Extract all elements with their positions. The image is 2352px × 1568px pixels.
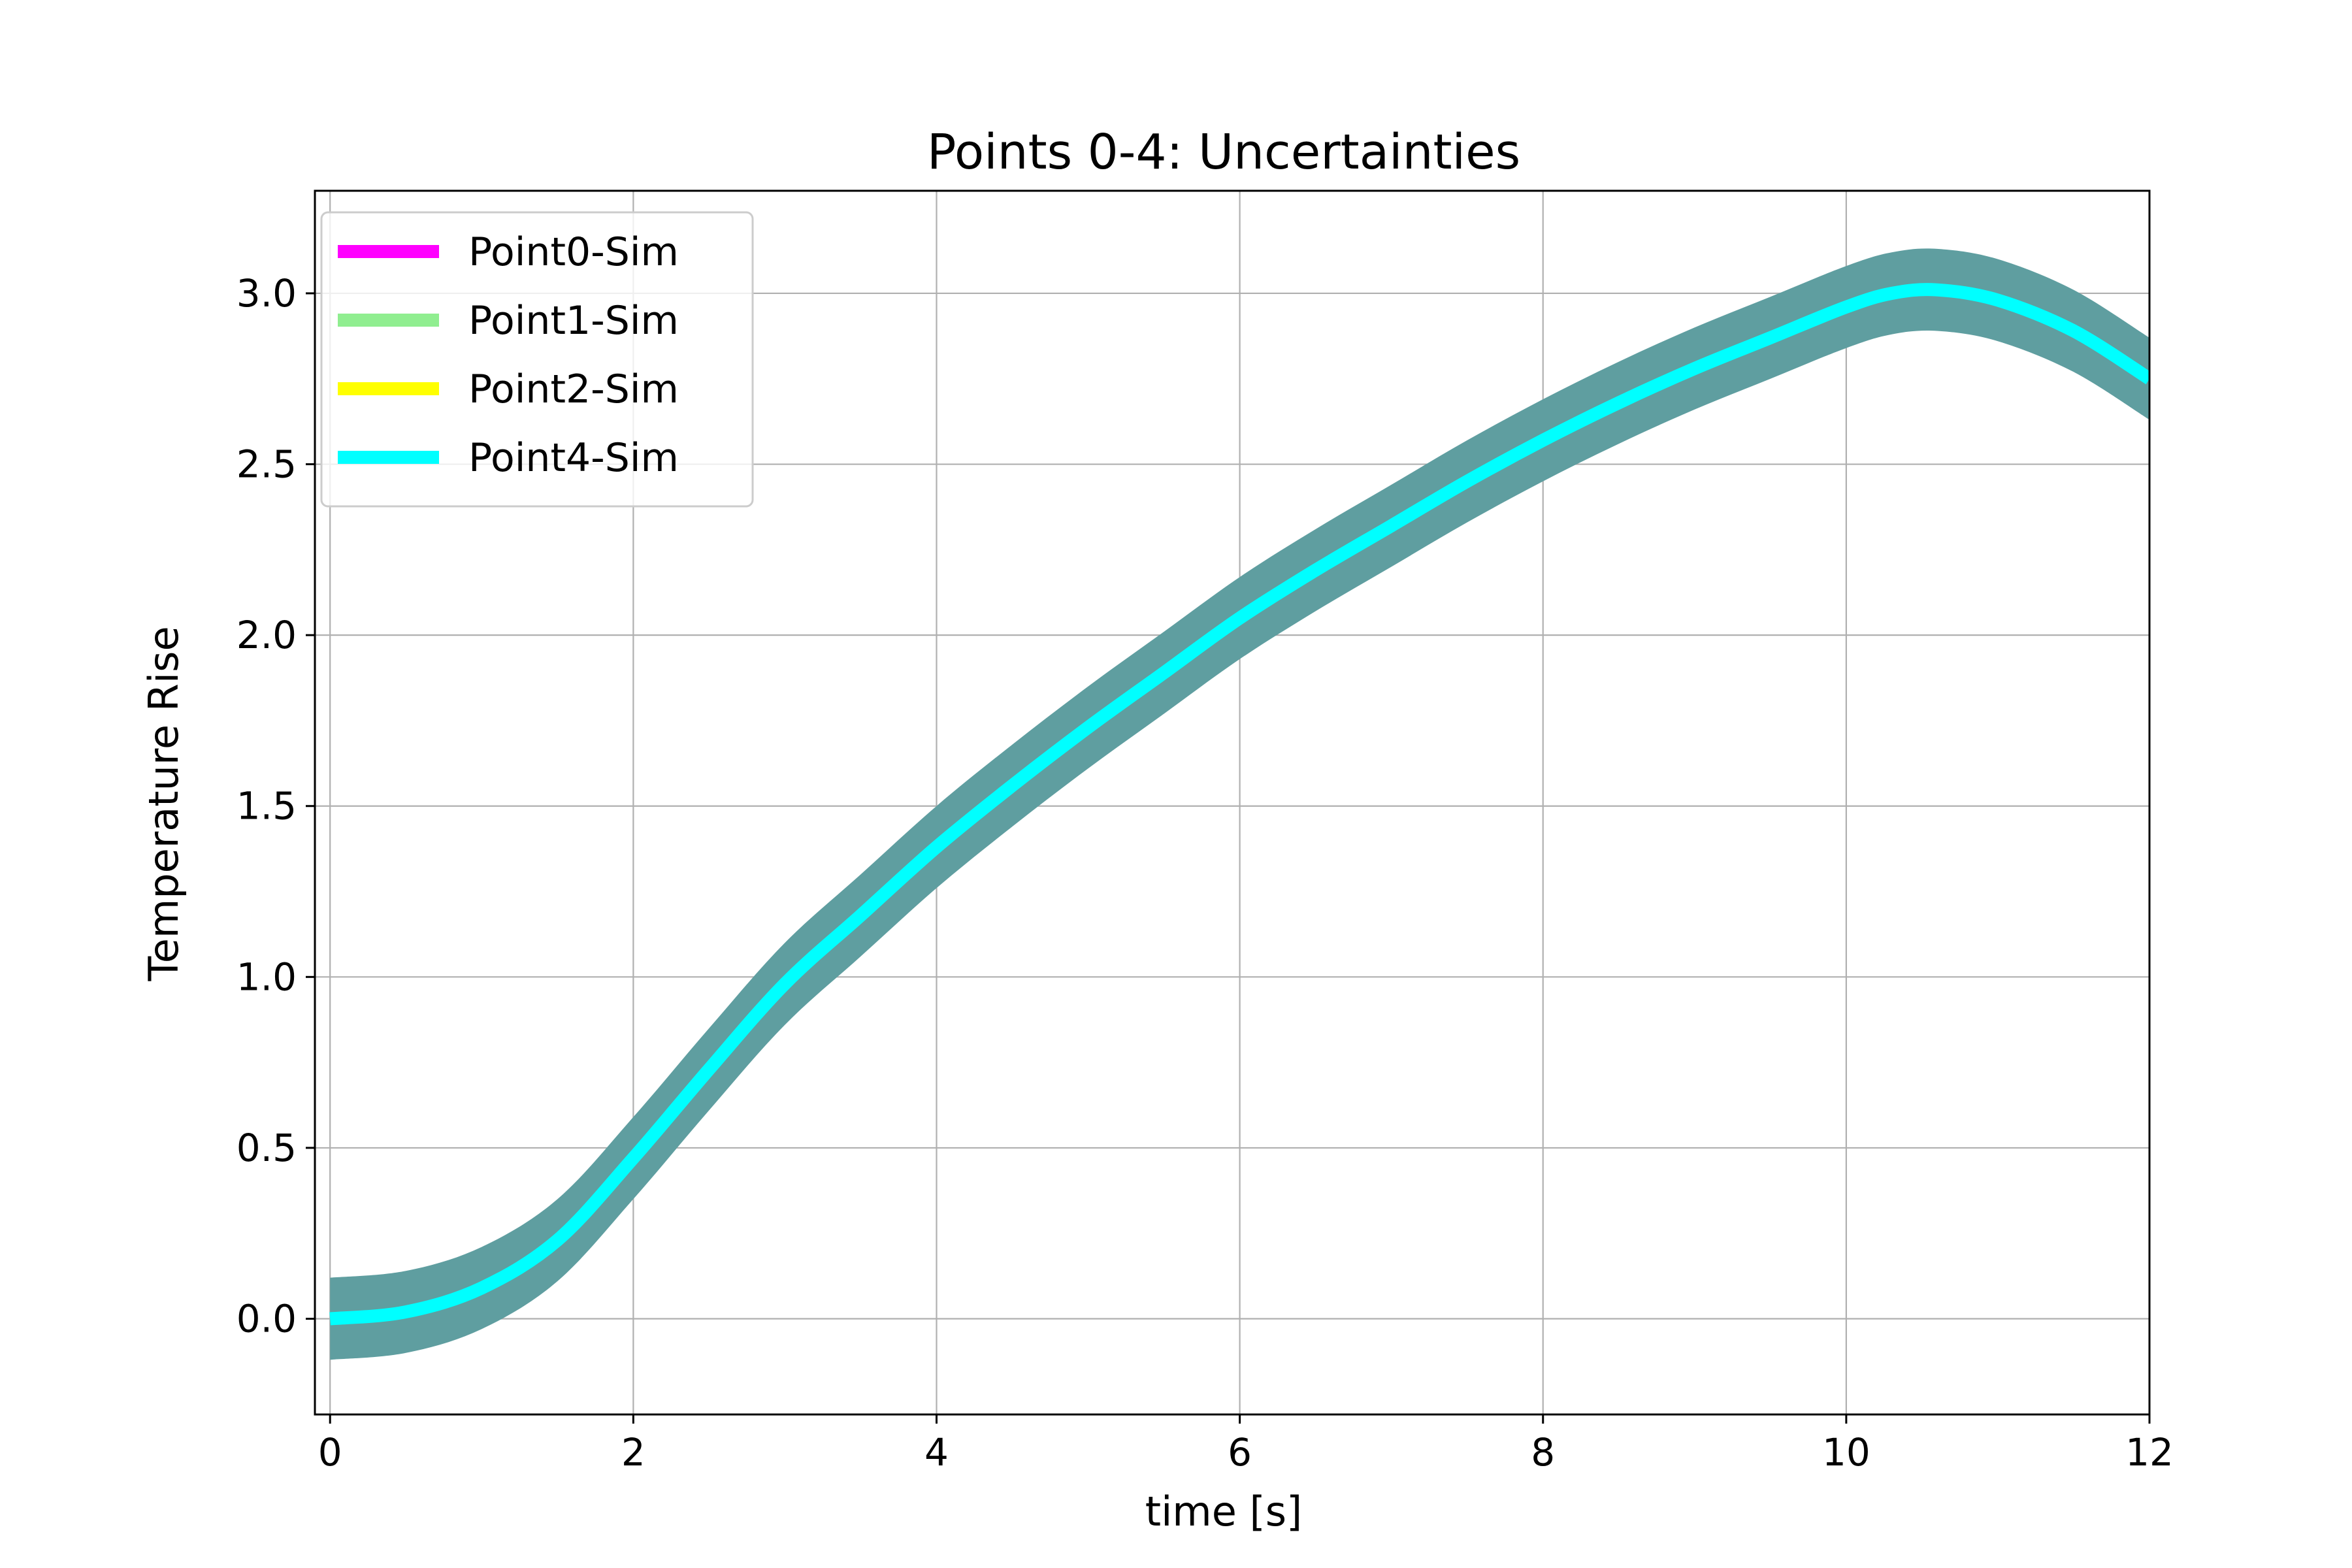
x-tick-label: 8 — [1531, 1430, 1555, 1475]
x-tick-label: 12 — [2125, 1430, 2174, 1475]
x-tick-label: 4 — [924, 1430, 949, 1475]
y-tick-label: 0.5 — [237, 1126, 297, 1170]
uncertainty-band-layer — [330, 248, 2149, 1360]
y-tick-label: 0.0 — [237, 1297, 297, 1341]
legend-label: Point2-Sim — [468, 367, 679, 412]
y-tick-label: 2.0 — [237, 613, 297, 657]
y-tick-label: 3.0 — [237, 271, 297, 316]
plot-frame — [314, 189, 2151, 1416]
y-tick-label: 1.5 — [237, 784, 297, 828]
y-axis-label: Temperature Rise — [140, 626, 188, 981]
x-axis-label: time [s] — [1145, 1488, 1302, 1535]
x-tick-label: 6 — [1228, 1430, 1252, 1475]
x-tick-label: 0 — [318, 1430, 342, 1475]
series-line-point4-sim — [329, 283, 2149, 1326]
legend: Point0-Sim Point1-Sim Point2-Sim Point4-Sim — [320, 211, 754, 508]
axis-ticks: 0 2 4 6 8 10 12 0.0 0.5 1.0 1.5 2.0 2.5 3.0 — [237, 271, 2174, 1475]
x-tick-label: 10 — [1822, 1430, 1870, 1475]
legend-box — [320, 211, 754, 508]
series-lines — [329, 283, 2149, 1326]
legend-label: Point0-Sim — [468, 229, 679, 275]
uncertainty-band — [330, 248, 2149, 1360]
y-tick-label: 1.0 — [237, 955, 297, 999]
legend-label: Point4-Sim — [468, 435, 679, 481]
chart-title: Points 0-4: Uncertainties — [927, 124, 1520, 180]
y-tick-label: 2.5 — [237, 442, 297, 487]
x-tick-label: 2 — [621, 1430, 645, 1475]
legend-label: Point1-Sim — [468, 298, 679, 344]
